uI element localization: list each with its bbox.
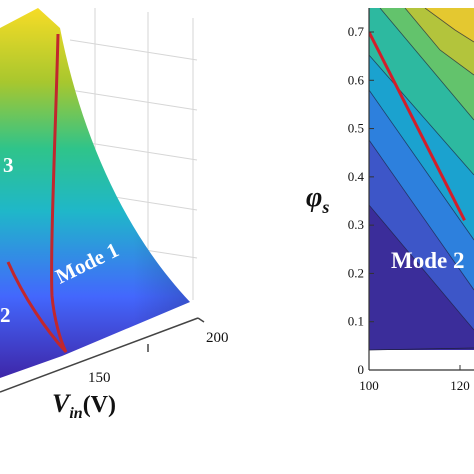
tick-marks: 0 0.1 0.2 0.3 0.4 0.5 0.6 0.7 100 120	[348, 24, 470, 393]
y-tick-label: 0.5	[348, 121, 364, 136]
x-tick-label: 200	[206, 330, 229, 346]
y-tick-label: 0.1	[348, 314, 364, 329]
x-tick-label: 120	[450, 378, 470, 393]
y-tick-label: 0.6	[348, 72, 365, 87]
contour-plot: 0 0.1 0.2 0.3 0.4 0.5 0.6 0.7 100 120 Mode 2 φs	[306, 8, 474, 393]
y-tick-label: 0.3	[348, 217, 364, 232]
y-tick-label: 0.7	[348, 24, 365, 39]
y-tick-label: 0.2	[348, 265, 364, 280]
surface-shade	[0, 8, 190, 378]
x-tick-label: 150	[88, 370, 111, 386]
axis-lines	[368, 8, 474, 371]
region-label-mode-2: Mode 2	[391, 248, 464, 273]
mode-boundary-line	[369, 31, 466, 221]
region-label-mode-3: 3	[3, 153, 14, 177]
y-axis-label: φs	[306, 182, 329, 217]
x-tick-label: 100	[359, 378, 379, 393]
y-tick-label: 0	[358, 362, 365, 377]
region-label-mode-2: 2	[0, 303, 11, 327]
y-tick-label: 0.4	[348, 169, 365, 184]
surface-plot: Mode 1 2 3 150 200 Vin(V)	[0, 8, 229, 422]
axis-lines	[0, 317, 205, 393]
contour-fill	[369, 8, 474, 370]
x-axis-label: Vin(V)	[52, 389, 116, 422]
mode-boundary-line	[6, 33, 68, 354]
